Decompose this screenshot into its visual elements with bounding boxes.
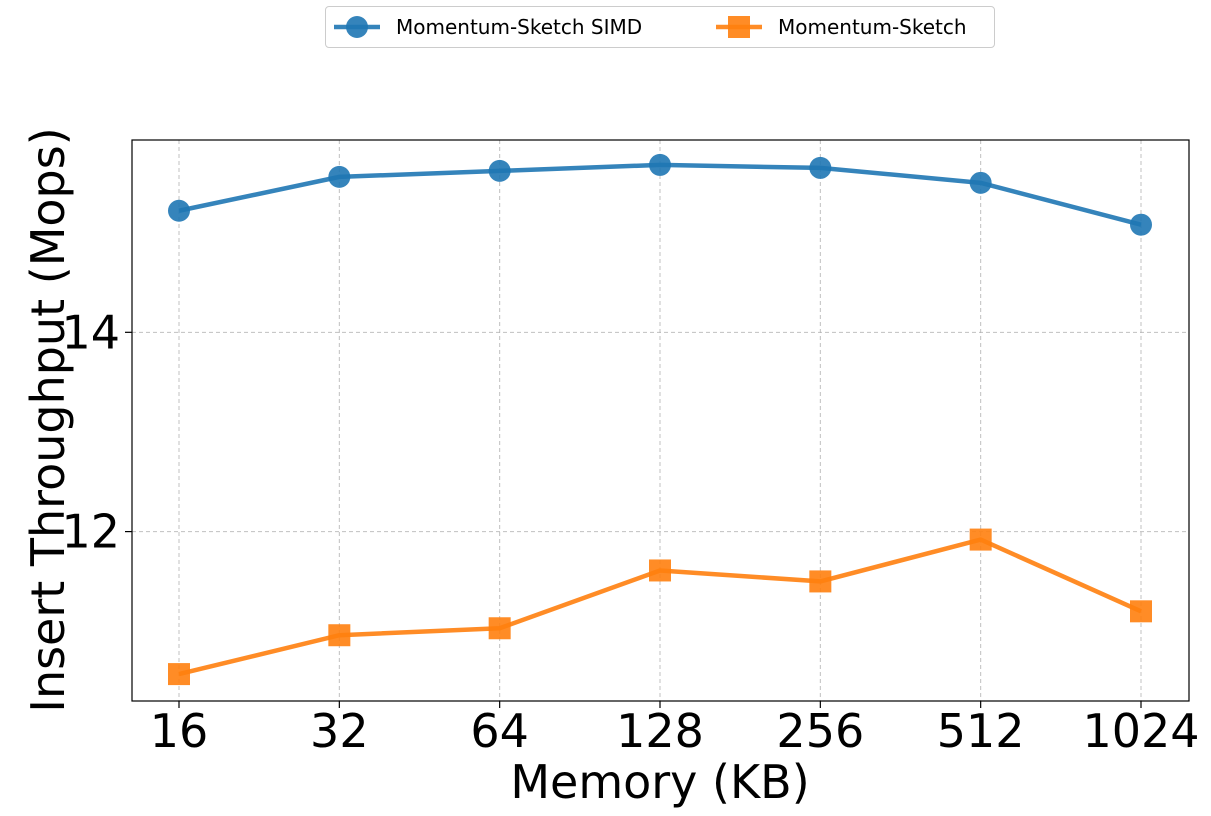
x-tick-label: 256 — [776, 704, 864, 758]
legend-label-base: Momentum-Sketch — [778, 15, 967, 39]
y-tick-label: 14 — [61, 305, 120, 359]
legend-item-simd: Momentum-Sketch SIMD — [332, 7, 642, 47]
data-point — [328, 165, 351, 188]
data-point — [1130, 213, 1152, 236]
y-axis-label: Insert Throughput (Mops) — [21, 127, 75, 712]
legend-swatch-simd — [334, 16, 380, 38]
series-base — [168, 528, 1152, 686]
data-point — [1130, 600, 1152, 623]
legend-swatch-base — [716, 16, 762, 38]
series-simd — [168, 153, 1152, 236]
x-tick-label: 32 — [310, 704, 369, 758]
x-tick-label: 1024 — [1082, 704, 1199, 758]
data-point — [649, 153, 671, 176]
data-point — [969, 528, 992, 551]
data-point — [649, 559, 671, 582]
data-point — [809, 570, 832, 593]
x-tick-label: 64 — [470, 704, 529, 758]
grid — [132, 140, 1189, 701]
data-point — [809, 156, 832, 179]
data-point — [969, 171, 992, 194]
data-point — [328, 624, 351, 647]
legend-item-base: Momentum-Sketch — [714, 7, 967, 47]
series-layer — [168, 153, 1152, 686]
chart-legend: Momentum-Sketch SIMD Momentum-Sketch — [325, 6, 995, 48]
data-point — [168, 199, 190, 222]
data-point — [168, 663, 190, 686]
x-tick-label: 16 — [150, 704, 209, 758]
x-tick-label: 128 — [616, 704, 704, 758]
data-point — [488, 159, 511, 182]
x-tick-label: 512 — [937, 704, 1025, 758]
tick-layer: 16 32 64 128 256 512 1024 12 14 — [61, 305, 1199, 758]
y-tick-label: 12 — [61, 505, 120, 559]
legend-label-simd: Momentum-Sketch SIMD — [396, 15, 643, 39]
x-axis-label: Memory (KB) — [510, 755, 809, 809]
data-point — [488, 617, 511, 640]
